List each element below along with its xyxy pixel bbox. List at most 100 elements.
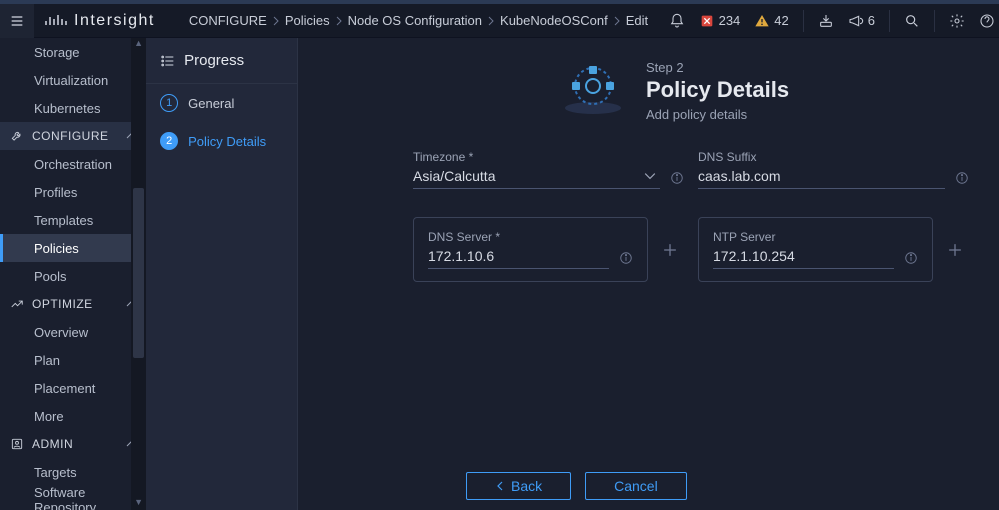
info-icon[interactable] [619,251,633,265]
sidebar-item-templates[interactable]: Templates [0,206,146,234]
scroll-up-icon[interactable]: ▲ [131,38,146,51]
sidebar-item-placement[interactable]: Placement [0,374,146,402]
ntp-server-input[interactable] [713,248,894,264]
separator [803,10,804,32]
step-label: General [188,96,234,111]
step-general[interactable]: 1 General [146,84,297,122]
add-ntp-server-button[interactable] [941,236,969,264]
section-label: OPTIMIZE [32,297,93,311]
info-icon[interactable] [904,251,918,265]
page-header: Step 2 Policy Details Add policy details [558,60,969,122]
sidebar-item-targets[interactable]: Targets [0,458,146,486]
announce-count-value: 6 [868,13,875,28]
chevron-right-icon [334,16,344,26]
progress-title: Progress [184,52,244,69]
step-policy-details[interactable]: 2 Policy Details [146,122,297,160]
back-label: Back [511,478,542,494]
plus-icon [945,240,965,260]
cancel-button[interactable]: Cancel [585,472,687,500]
sidebar-item-more[interactable]: More [0,402,146,430]
breadcrumb-item[interactable]: Node OS Configuration [348,13,482,28]
breadcrumb-item[interactable]: Policies [285,13,330,28]
form-footer: Back Cancel [298,468,999,510]
scroll-down-icon[interactable]: ▼ [131,497,146,510]
step-number: 1 [160,94,178,112]
sidebar-item-virtualization[interactable]: Virtualization [0,66,146,94]
list-icon [160,53,176,69]
sidebar-item-policies[interactable]: Policies [0,234,146,262]
step-eyebrow: Step 2 [646,60,789,75]
back-button[interactable]: Back [466,472,571,500]
error-count[interactable]: 234 [699,13,741,29]
progress-rail: Progress 1 General 2 Policy Details [146,38,298,510]
tasks-button[interactable] [818,13,834,29]
cisco-logo-icon [44,11,68,31]
chevron-right-icon [612,16,622,26]
sidebar-item-storage[interactable]: Storage [0,38,146,66]
scrollbar-thumb[interactable] [133,188,144,358]
brand[interactable]: Intersight [34,11,171,31]
sidebar-nav: Storage Virtualization Kubernetes CONFIG… [0,38,146,510]
menu-toggle[interactable] [0,4,34,38]
help-button[interactable] [979,13,995,29]
sidebar-item-profiles[interactable]: Profiles [0,178,146,206]
separator [889,10,890,32]
add-dns-server-button[interactable] [656,236,684,264]
breadcrumb: CONFIGURE Policies Node OS Configuration… [171,13,648,28]
sidebar-item-plan[interactable]: Plan [0,346,146,374]
sidebar-section-configure[interactable]: CONFIGURE [0,122,146,150]
page-title: Policy Details [646,77,789,103]
breadcrumb-item[interactable]: KubeNodeOSConf [500,13,608,28]
chevron-right-icon [271,16,281,26]
chevron-left-icon [495,481,505,491]
hamburger-icon [9,13,25,29]
timezone-label: Timezone * [413,150,660,164]
error-icon [699,13,715,29]
plus-icon [660,240,680,260]
section-label: ADMIN [32,437,73,451]
step-number: 2 [160,132,178,150]
info-icon[interactable] [955,171,969,185]
timezone-field: Timezone * [413,150,684,189]
ntp-server-label: NTP Server [713,230,894,244]
settings-button[interactable] [949,13,965,29]
dns-server-input[interactable] [428,248,609,264]
notifications-button[interactable] [669,13,685,29]
chart-icon [10,297,24,311]
dns-server-box: DNS Server * [413,217,648,282]
dns-suffix-field: DNS Suffix [698,150,969,189]
sidebar-item-orchestration[interactable]: Orchestration [0,150,146,178]
dns-suffix-input[interactable] [698,168,945,184]
sidebar-item-overview[interactable]: Overview [0,318,146,346]
sidebar-section-admin[interactable]: ADMIN [0,430,146,458]
warning-icon [754,13,770,29]
step-label: Policy Details [188,134,266,149]
sidebar-item-kubernetes[interactable]: Kubernetes [0,94,146,122]
announcements-button[interactable]: 6 [848,13,875,29]
info-icon[interactable] [670,171,684,185]
chevron-down-icon[interactable] [644,170,656,182]
dns-suffix-label: DNS Suffix [698,150,945,164]
warning-count-value: 42 [774,13,788,28]
megaphone-icon [848,13,864,29]
sidebar-item-pools[interactable]: Pools [0,262,146,290]
download-tray-icon [818,13,834,29]
admin-icon [10,437,24,451]
page-subtitle: Add policy details [646,107,789,122]
separator [934,10,935,32]
policy-illustration-icon [558,60,628,116]
timezone-select[interactable] [413,168,644,184]
search-button[interactable] [904,13,920,29]
breadcrumb-item[interactable]: Edit [626,13,648,28]
sidebar-section-optimize[interactable]: OPTIMIZE [0,290,146,318]
help-icon [979,13,995,29]
app-header: Intersight CONFIGURE Policies Node OS Co… [0,4,999,38]
sidebar-scrollbar[interactable]: ▲ ▼ [131,38,146,510]
ntp-server-box: NTP Server [698,217,933,282]
warning-count[interactable]: 42 [754,13,788,29]
chevron-right-icon [486,16,496,26]
breadcrumb-item[interactable]: CONFIGURE [189,13,267,28]
dns-server-label: DNS Server * [428,230,609,244]
bell-icon [669,13,685,29]
sidebar-item-software-repo[interactable]: Software Repository [0,486,146,510]
